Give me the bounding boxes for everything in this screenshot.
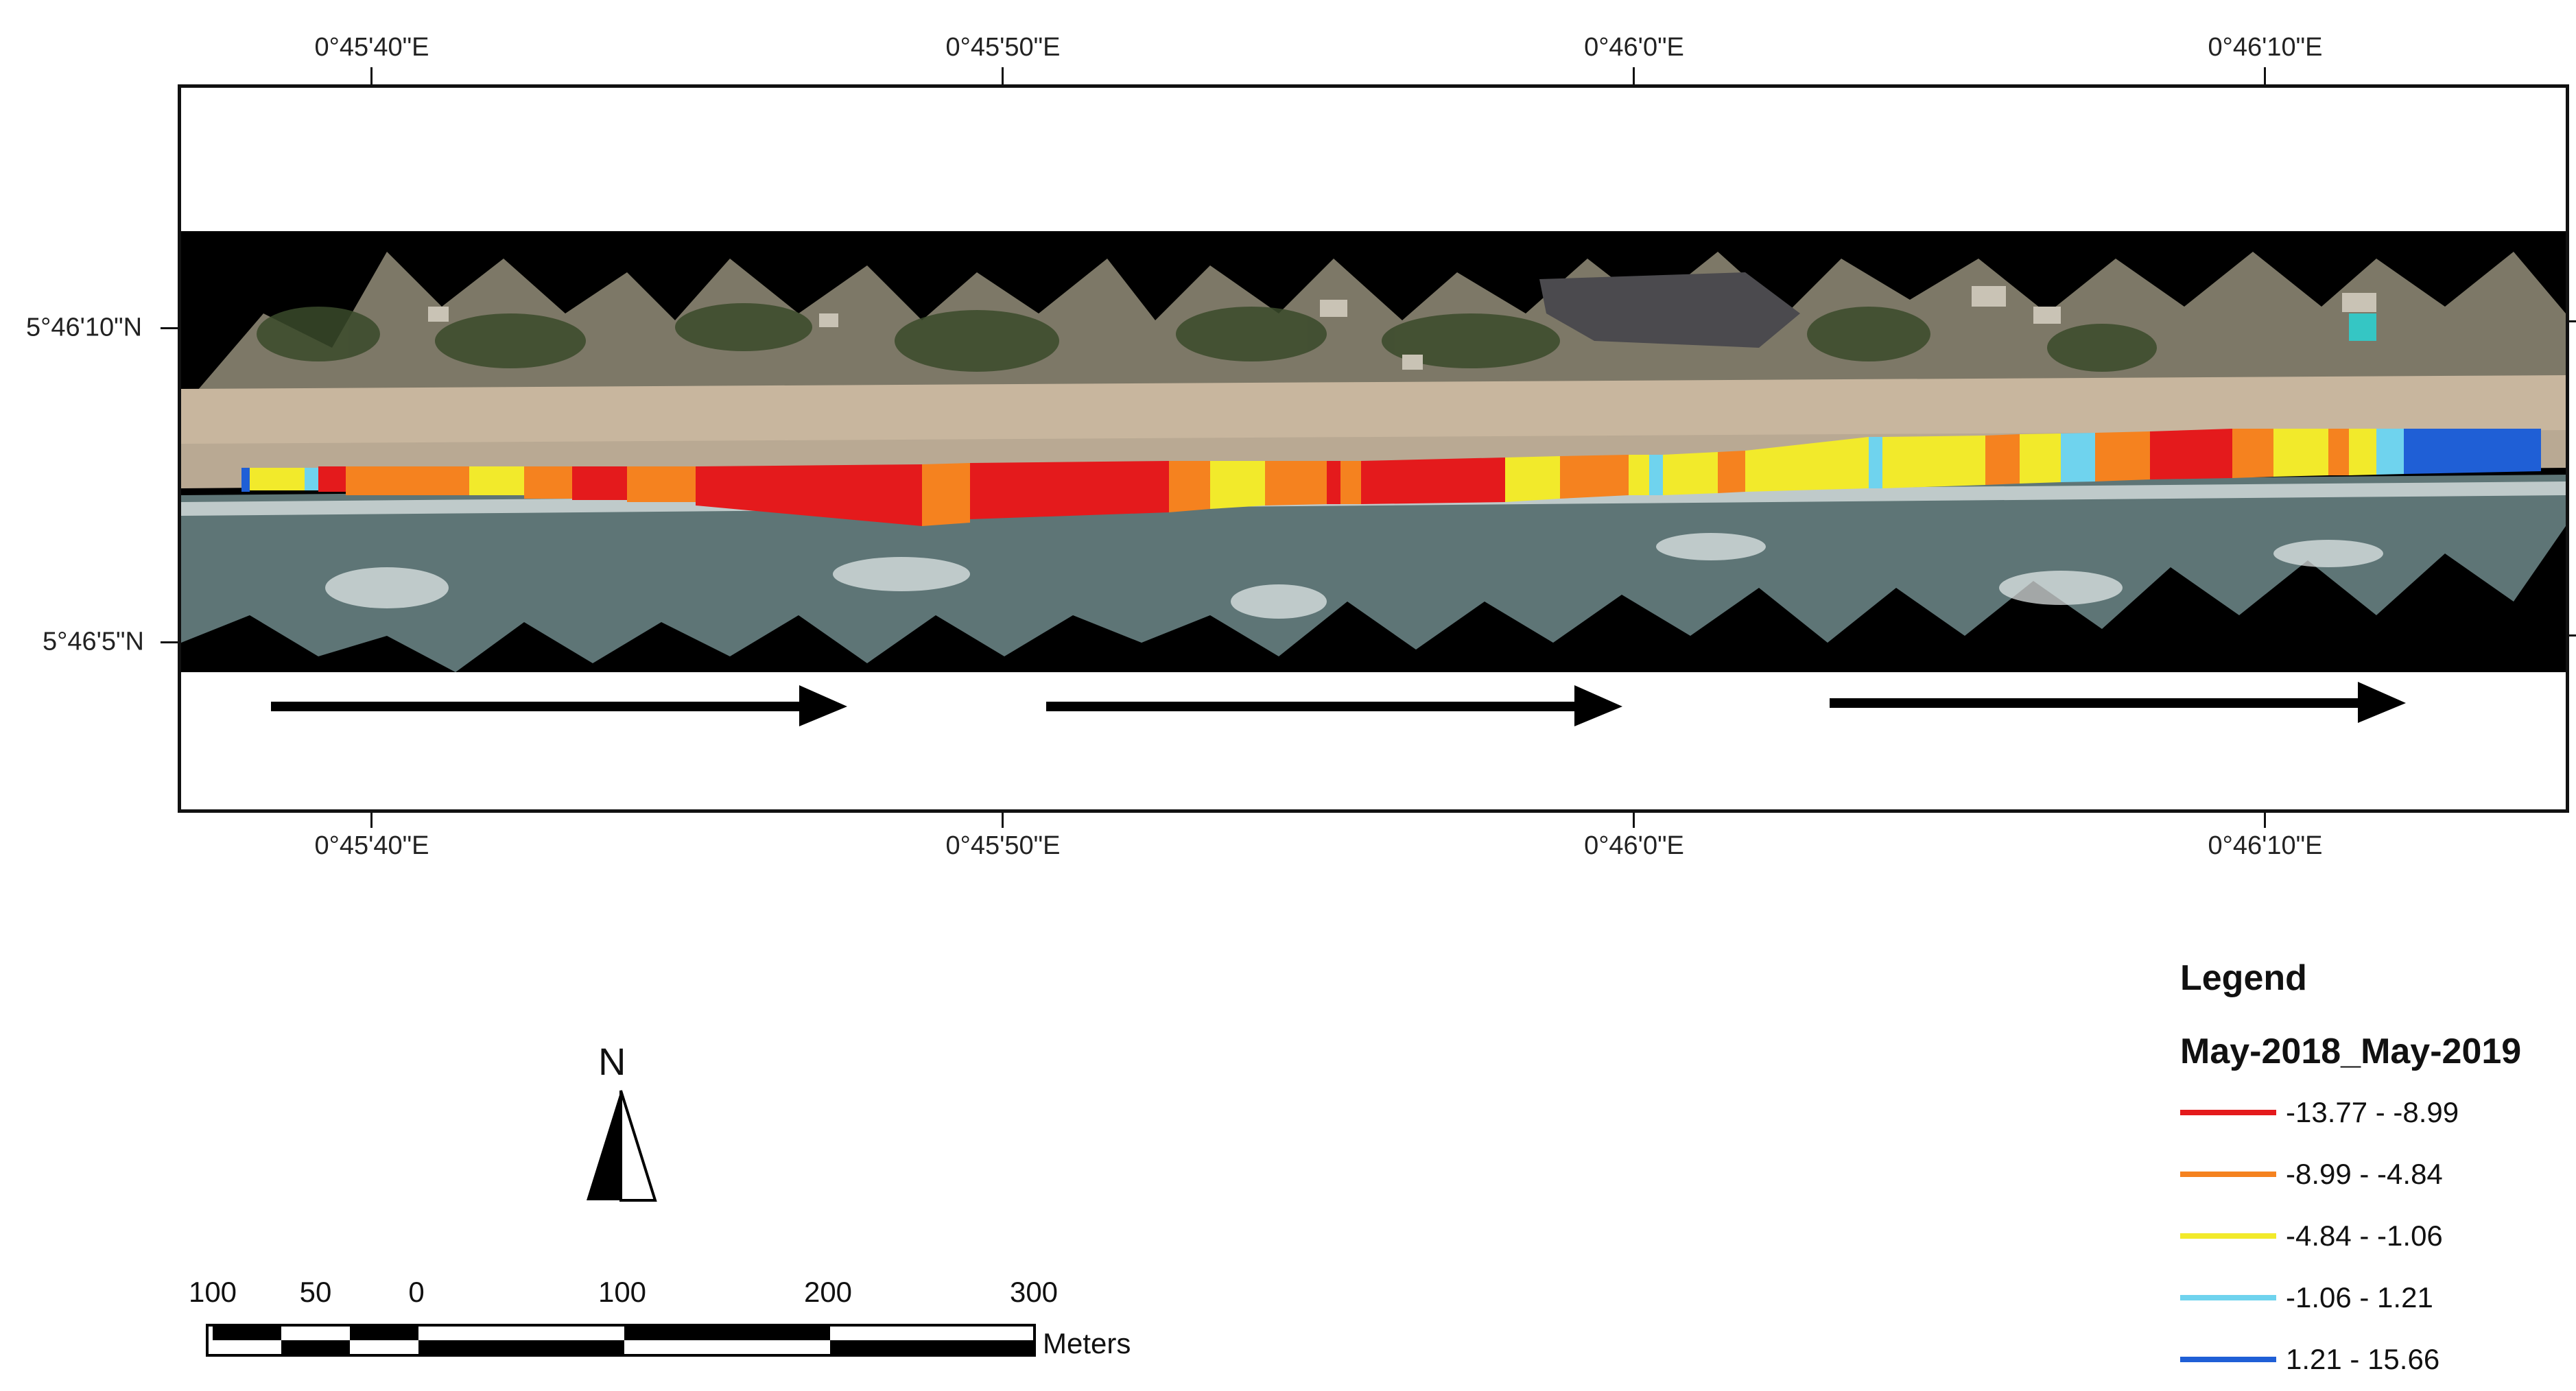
legend-label: -13.77 - -8.99: [2286, 1096, 2459, 1128]
longshore-drift-arrow: [1046, 682, 1622, 729]
scale-unit: Meters: [1043, 1327, 1131, 1359]
legend-label: -8.99 - -4.84: [2286, 1158, 2443, 1190]
legend-swatch: [2180, 1357, 2276, 1362]
legend-item: -13.77 - -8.99: [2180, 1092, 2459, 1133]
legend-swatch: [2180, 1110, 2276, 1115]
legend-label: -4.84 - -1.06: [2286, 1220, 2443, 1252]
tick-mark: [1002, 67, 1004, 84]
tick-mark: [2264, 67, 2266, 84]
coord-label-bottom: 0°45'50"E: [945, 831, 1061, 860]
tick-mark: [161, 641, 178, 643]
scale-label: 100: [188, 1276, 237, 1308]
legend-label: -1.06 - 1.21: [2286, 1281, 2433, 1313]
coord-label-left: 5°46'10"N: [26, 313, 143, 342]
tick-mark: [2264, 813, 2266, 828]
legend-title: Legend: [2180, 958, 2307, 998]
scale-label: 50: [299, 1276, 332, 1308]
longshore-drift-arrow: [271, 682, 847, 729]
legend-item: -8.99 - -4.84: [2180, 1154, 2443, 1195]
legend-subtitle: May-2018_May-2019: [2180, 1032, 2522, 1071]
tick-mark: [2566, 320, 2576, 322]
legend-swatch: [2180, 1295, 2276, 1300]
legend-swatch: [2180, 1233, 2276, 1239]
north-label: N: [598, 1040, 626, 1083]
tick-mark: [370, 813, 373, 828]
north-arrow-icon: [583, 1043, 659, 1207]
aerial-image: [181, 231, 2566, 672]
tick-mark: [1633, 813, 1635, 828]
longshore-drift-arrow: [1830, 679, 2406, 726]
coord-label-top: 0°46'0"E: [1584, 33, 1684, 62]
legend-item: -4.84 - -1.06: [2180, 1215, 2443, 1257]
scale-bar: [206, 1324, 1043, 1358]
tick-mark: [1633, 67, 1635, 84]
scale-label: 300: [1009, 1276, 1059, 1308]
scale-label: 0: [408, 1276, 425, 1308]
tick-mark: [161, 327, 178, 329]
tick-mark: [2566, 634, 2576, 637]
scale-label: 100: [598, 1276, 647, 1308]
legend-item: -1.06 - 1.21: [2180, 1277, 2433, 1318]
legend-swatch: [2180, 1172, 2276, 1177]
coord-label-top: 0°45'50"E: [945, 33, 1061, 62]
coord-label-bottom: 0°45'40"E: [314, 831, 429, 860]
legend-label: 1.21 - 15.66: [2286, 1343, 2440, 1375]
scale-label: 200: [803, 1276, 853, 1308]
legend-item: 1.21 - 15.66: [2180, 1339, 2439, 1380]
coord-label-bottom: 0°46'0"E: [1584, 831, 1684, 860]
tick-mark: [1002, 813, 1004, 828]
tick-mark: [370, 67, 373, 84]
coord-label-bottom: 0°46'10"E: [2208, 831, 2323, 860]
coord-label-left: 5°46'5"N: [43, 627, 144, 656]
coord-label-top: 0°46'10"E: [2208, 33, 2323, 62]
coord-label-top: 0°45'40"E: [314, 33, 429, 62]
